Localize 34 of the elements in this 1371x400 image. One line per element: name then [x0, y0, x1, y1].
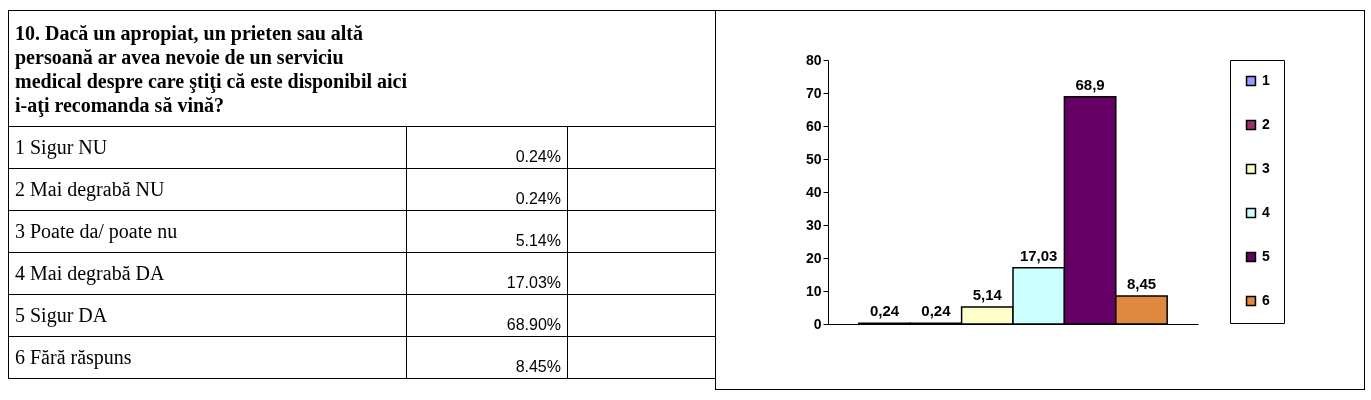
text: 1 Sigur NU [8, 126, 407, 169]
data-label: 68,9 [1075, 75, 1105, 93]
y-tick-label: 60 [805, 117, 822, 134]
y-tick-label: 40 [805, 183, 822, 200]
text: 10. Dacă un apropiat, un prieten sau altă persoană ar avea nevoie de un serviciu medical despre care ştiţi că este disponibil aici i-aţi recomanda să vină? [8, 10, 715, 127]
legend-label: 6 [1262, 292, 1270, 308]
legend-label: 2 [1262, 116, 1270, 132]
y-tick-label: 10 [805, 282, 822, 299]
text: 0.24% [406, 168, 568, 211]
y-tick-label: 80 [805, 51, 822, 68]
text: 4 Mai degrabă DA [8, 252, 407, 295]
y-tick-label: 0 [813, 315, 822, 332]
legend-label: 5 [1262, 248, 1270, 264]
legend-label: 1 [1262, 72, 1270, 88]
data-label: 8,45 [1126, 275, 1157, 293]
legend-label: 4 [1262, 204, 1270, 220]
data-label: 17,03 [1019, 246, 1058, 264]
text: 5 Sigur DA [8, 294, 407, 337]
text: 6 Fără răspuns [8, 336, 407, 379]
data-label: 0,24 [921, 302, 952, 320]
text: 0.24% [406, 126, 568, 169]
text: 5.14% [406, 210, 568, 253]
text: 3 Poate da/ poate nu [8, 210, 407, 253]
y-tick-label: 20 [805, 249, 822, 266]
text: 8.45% [406, 336, 568, 379]
text: 17.03% [406, 252, 568, 295]
text: 68.90% [406, 294, 568, 337]
data-label: 0,24 [869, 302, 900, 320]
y-tick-label: 30 [805, 216, 822, 233]
y-tick-label: 70 [805, 84, 822, 101]
data-label: 5,14 [972, 286, 1003, 304]
y-tick-label: 50 [805, 150, 822, 167]
text: 2 Mai degrabă NU [8, 168, 407, 211]
legend-label: 3 [1262, 160, 1270, 176]
